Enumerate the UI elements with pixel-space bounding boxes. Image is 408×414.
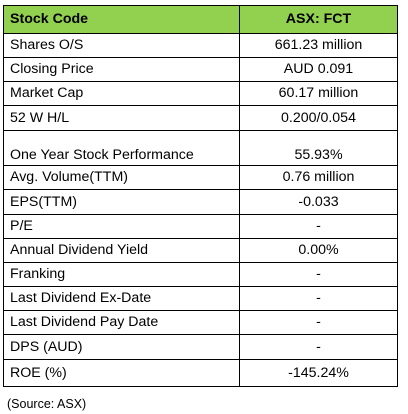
table-row: Shares O/S 661.23 million xyxy=(3,33,398,58)
header-label: Stock Code xyxy=(3,5,240,34)
table-row: Franking - xyxy=(3,262,398,287)
table-row: 52 W H/L 0.200/0.054 xyxy=(3,105,398,131)
row-label: DPS (AUD) xyxy=(3,334,240,360)
row-value: - xyxy=(239,262,398,287)
row-label: Avg. Volume(TTM) xyxy=(3,165,240,190)
row-value: 661.23 million xyxy=(239,33,398,58)
row-label: ROE (%) xyxy=(3,359,240,387)
row-value: -145.24% xyxy=(239,359,398,387)
stock-summary: Stock Code ASX: FCT Shares O/S 661.23 mi… xyxy=(3,5,398,387)
table-row: ROE (%) -145.24% xyxy=(3,359,398,387)
row-value: 0.76 million xyxy=(239,165,398,190)
row-value: AUD 0.091 xyxy=(239,57,398,82)
row-label: Annual Dividend Yield xyxy=(3,238,240,263)
row-value: - xyxy=(239,286,398,311)
row-value: - xyxy=(239,334,398,360)
row-label: Last Dividend Ex-Date xyxy=(3,286,240,311)
stock-table: Stock Code ASX: FCT Shares O/S 661.23 mi… xyxy=(3,5,398,387)
row-value: - xyxy=(239,310,398,335)
table-row: Avg. Volume(TTM) 0.76 million xyxy=(3,165,398,190)
row-label: One Year Stock Performance xyxy=(3,130,240,166)
header-value: ASX: FCT xyxy=(239,5,398,34)
table-row: Last Dividend Ex-Date - xyxy=(3,286,398,311)
table-row: P/E - xyxy=(3,214,398,239)
row-value: 0.00% xyxy=(239,238,398,263)
table-row: DPS (AUD) - xyxy=(3,334,398,360)
row-value: 0.200/0.054 xyxy=(239,105,398,131)
row-label: Market Cap xyxy=(3,81,240,106)
table-row: EPS(TTM) -0.033 xyxy=(3,189,398,215)
source-note: (Source: ASX) xyxy=(7,397,87,411)
row-label: P/E xyxy=(3,214,240,239)
row-label: 52 W H/L xyxy=(3,105,240,131)
row-value: 55.93% xyxy=(239,130,398,166)
table-row: Annual Dividend Yield 0.00% xyxy=(3,238,398,263)
row-label: Shares O/S xyxy=(3,33,240,58)
row-label: EPS(TTM) xyxy=(3,189,240,215)
table-row: One Year Stock Performance 55.93% xyxy=(3,130,398,166)
table-header-row: Stock Code ASX: FCT xyxy=(3,5,398,34)
row-value: - xyxy=(239,214,398,239)
row-label: Last Dividend Pay Date xyxy=(3,310,240,335)
table-row: Market Cap 60.17 million xyxy=(3,81,398,106)
row-label: Closing Price xyxy=(3,57,240,82)
table-row: Closing Price AUD 0.091 xyxy=(3,57,398,82)
row-value: -0.033 xyxy=(239,189,398,215)
row-value: 60.17 million xyxy=(239,81,398,106)
table-row: Last Dividend Pay Date - xyxy=(3,310,398,335)
row-label: Franking xyxy=(3,262,240,287)
